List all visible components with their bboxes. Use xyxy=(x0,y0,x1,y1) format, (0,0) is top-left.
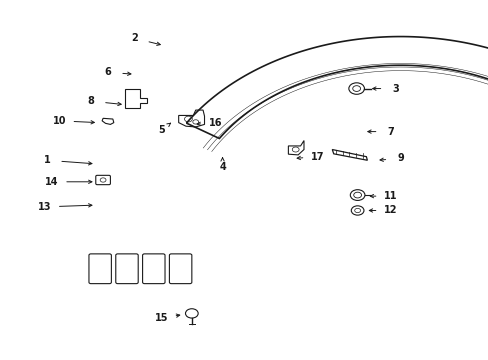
Text: 7: 7 xyxy=(386,127,393,136)
Text: 1: 1 xyxy=(43,155,50,165)
Text: 12: 12 xyxy=(383,206,397,216)
Text: 16: 16 xyxy=(208,118,222,128)
Text: 4: 4 xyxy=(219,162,225,172)
Text: 15: 15 xyxy=(155,313,168,323)
Text: 10: 10 xyxy=(52,116,66,126)
Text: 13: 13 xyxy=(38,202,51,212)
Text: 6: 6 xyxy=(104,67,111,77)
Text: 8: 8 xyxy=(87,96,94,106)
Text: 11: 11 xyxy=(383,191,397,201)
Text: 17: 17 xyxy=(310,152,324,162)
Text: 9: 9 xyxy=(396,153,403,163)
Text: 3: 3 xyxy=(391,84,398,94)
Text: 5: 5 xyxy=(158,125,164,135)
Text: 14: 14 xyxy=(45,177,59,187)
Text: 2: 2 xyxy=(131,33,138,43)
